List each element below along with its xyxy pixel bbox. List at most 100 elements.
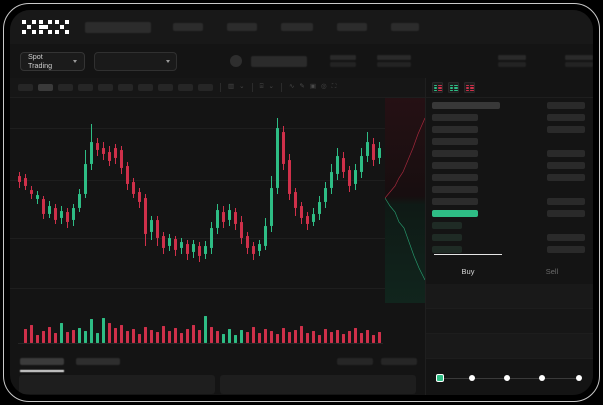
- okx-logo-icon[interactable]: [22, 20, 69, 34]
- orderbook-row[interactable]: [432, 114, 478, 121]
- nav-item-5[interactable]: [391, 23, 419, 31]
- volume-bar: [84, 331, 87, 343]
- tab-open-orders[interactable]: [20, 357, 64, 372]
- orderbook-row[interactable]: [432, 102, 500, 109]
- nav-item-2[interactable]: [227, 23, 257, 31]
- slider-node-2[interactable]: [504, 375, 510, 381]
- nav-item-4[interactable]: [337, 23, 367, 31]
- timeframe-button-5[interactable]: [98, 84, 113, 91]
- indicator-icon[interactable]: ⌸: [259, 83, 264, 91]
- chevron-down-icon[interactable]: ⌄: [239, 83, 245, 91]
- action-filter[interactable]: [337, 357, 373, 365]
- candle-type-icon[interactable]: ▥: [228, 83, 235, 91]
- orderbook-row-value[interactable]: [547, 162, 585, 169]
- timeframe-button-10[interactable]: [198, 84, 213, 91]
- volume-bar: [60, 323, 63, 343]
- orderbook-row[interactable]: [432, 210, 478, 217]
- candlestick: [204, 98, 207, 303]
- order-field-price[interactable]: [426, 284, 593, 309]
- orderbook-row-value[interactable]: [547, 114, 585, 121]
- orderbook-view-bids-icon[interactable]: [448, 82, 459, 93]
- orderbook-row[interactable]: [432, 150, 478, 157]
- slider-node-0[interactable]: [436, 374, 444, 382]
- orderbook-row-value[interactable]: [547, 234, 585, 241]
- orderbook-row-value[interactable]: [547, 102, 585, 109]
- timeframe-button-9[interactable]: [178, 84, 193, 91]
- fullscreen-icon[interactable]: ⛶: [331, 83, 337, 91]
- volume-bar: [372, 335, 375, 343]
- candlestick: [102, 98, 105, 303]
- volume-bar: [114, 328, 117, 343]
- orderbook-row[interactable]: [432, 174, 478, 181]
- pencil-icon[interactable]: ✎: [299, 83, 305, 91]
- volume-bar: [330, 332, 333, 343]
- bottom-panel-left[interactable]: [19, 375, 215, 394]
- chart-gridline: [10, 180, 425, 181]
- order-amount-slider[interactable]: [436, 373, 584, 383]
- bottom-panel-right[interactable]: [220, 375, 416, 394]
- stat-24h-volume: [565, 55, 593, 67]
- volume-bar: [336, 330, 339, 343]
- candlestick: [24, 98, 27, 303]
- orderbook-row-value[interactable]: [547, 246, 585, 253]
- orderbook-row-value[interactable]: [547, 126, 585, 133]
- nav-search-placeholder[interactable]: [85, 21, 151, 33]
- settings-icon[interactable]: ◎: [321, 83, 327, 91]
- orderbook-row-value[interactable]: [547, 150, 585, 157]
- candlestick-chart[interactable]: [10, 98, 425, 303]
- volume-bar: [366, 330, 369, 343]
- nav-item-3[interactable]: [281, 23, 313, 31]
- candlestick: [342, 98, 345, 303]
- orderbook-row[interactable]: [432, 186, 478, 193]
- timeframe-button-7[interactable]: [138, 84, 153, 91]
- timeframe-button-4[interactable]: [78, 84, 93, 91]
- timeframe-button-3[interactable]: [58, 84, 73, 91]
- nav-item-1[interactable]: [173, 23, 203, 31]
- timeframe-button-6[interactable]: [118, 84, 133, 91]
- volume-bar: [228, 329, 231, 343]
- orderbook-row[interactable]: [432, 246, 462, 253]
- volume-bar: [108, 323, 111, 343]
- camera-icon[interactable]: ▣: [309, 83, 317, 91]
- orderbook-row[interactable]: [432, 162, 478, 169]
- timeframe-button-1[interactable]: [18, 84, 33, 91]
- orderbook-row-value[interactable]: [547, 174, 585, 181]
- spot-trading-dropdown[interactable]: Spot Trading: [20, 51, 85, 71]
- candlestick: [60, 98, 63, 303]
- orderbook-row[interactable]: [432, 198, 478, 205]
- orderbook-row[interactable]: [432, 222, 462, 229]
- orderbook-row[interactable]: [432, 234, 462, 241]
- tab-sell[interactable]: Sell: [510, 260, 593, 282]
- orderbook-row[interactable]: [432, 126, 478, 133]
- orderbook-view-both-icon[interactable]: [432, 82, 443, 93]
- volume-bar: [156, 332, 159, 343]
- orderbook-row-value[interactable]: [547, 210, 585, 217]
- line-tool-icon[interactable]: ∿: [288, 83, 295, 91]
- candlestick: [30, 98, 33, 303]
- slider-node-3[interactable]: [539, 375, 545, 381]
- volume-bar: [162, 326, 165, 343]
- volume-bar: [126, 331, 129, 343]
- volume-bar: [186, 329, 189, 343]
- order-field-amount[interactable]: [426, 309, 593, 334]
- tab-buy[interactable]: Buy: [426, 254, 510, 282]
- top-navigation-bar: [10, 10, 593, 44]
- candlestick: [18, 98, 21, 303]
- timeframe-button-2[interactable]: [38, 84, 53, 91]
- tab-order-history[interactable]: [76, 357, 120, 365]
- candlestick: [54, 98, 57, 303]
- orderbook-row-value[interactable]: [547, 198, 585, 205]
- timeframe-button-8[interactable]: [158, 84, 173, 91]
- trading-pair-select[interactable]: [93, 51, 178, 71]
- chevron-down-icon[interactable]: ⌄: [268, 83, 274, 91]
- orderbook-row[interactable]: [432, 138, 478, 145]
- candlestick: [234, 98, 237, 303]
- action-export[interactable]: [381, 357, 417, 365]
- orderbook-view-asks-icon[interactable]: [464, 82, 475, 93]
- order-field-total[interactable]: [426, 334, 593, 359]
- depth-chart-overlay: [385, 98, 425, 303]
- slider-node-4[interactable]: [576, 375, 582, 381]
- chart-toolbar: ▥ ⌄ ⌸ ⌄ ∿ ✎ ▣ ◎ ⛶: [10, 78, 425, 98]
- slider-node-1[interactable]: [469, 375, 475, 381]
- orderbook-rows[interactable]: [426, 98, 593, 260]
